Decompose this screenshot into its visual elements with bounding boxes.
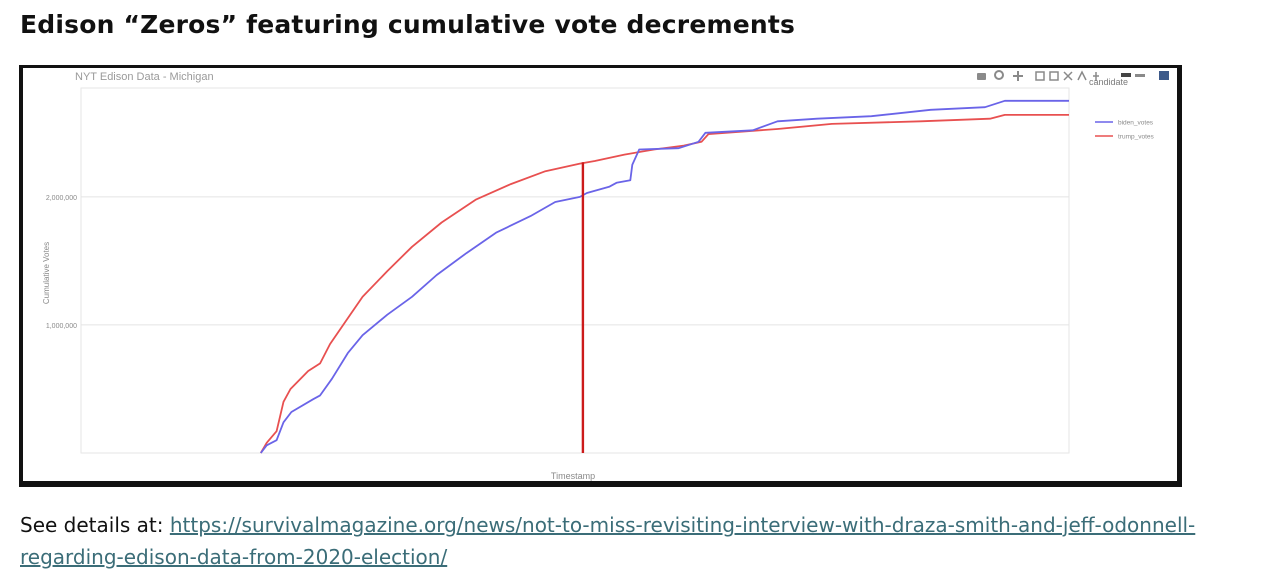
y-tick-layer: 1,000,000 2,000,000 xyxy=(46,195,77,330)
chart-screenshot-frame: NYT Edison Data - Michigan candidate 1,0… xyxy=(19,65,1182,487)
y-tick-label: 2,000,000 xyxy=(46,195,77,202)
series-layer xyxy=(260,99,1069,454)
pan-icon[interactable] xyxy=(1013,71,1023,81)
legend: biden_votes trump_votes xyxy=(1095,120,1155,141)
x-axis-label: Timestamp xyxy=(551,471,595,481)
zoom-out-icon[interactable] xyxy=(1049,71,1059,81)
chart-area: NYT Edison Data - Michigan candidate 1,0… xyxy=(23,68,1177,481)
footer-note: See details at: https://survivalmagazine… xyxy=(20,509,1270,573)
y-axis-label: Cumulative Votes xyxy=(42,242,51,304)
source-link[interactable]: https://survivalmagazine.org/news/not-to… xyxy=(20,513,1196,569)
hover-compare-icon[interactable] xyxy=(1135,74,1145,77)
footer-prefix: See details at: xyxy=(20,513,170,537)
chart-toolbar xyxy=(977,70,1169,81)
line-chart: NYT Edison Data - Michigan candidate 1,0… xyxy=(42,70,1169,481)
plot-border xyxy=(80,87,1070,454)
legend-label-trump_votes[interactable]: trump_votes xyxy=(1118,134,1155,141)
zoom-in-icon[interactable] xyxy=(1035,71,1045,81)
series-line-trump_votes xyxy=(260,114,1069,454)
reset-axes-icon[interactable] xyxy=(1077,70,1087,81)
grid-layer xyxy=(80,87,1070,454)
autoscale-icon[interactable] xyxy=(1063,71,1073,81)
series-line-biden_votes xyxy=(260,99,1069,454)
spike-lines-icon[interactable] xyxy=(1093,72,1099,81)
hover-closest-icon[interactable] xyxy=(1121,73,1131,77)
legend-label-biden_votes[interactable]: biden_votes xyxy=(1118,120,1154,127)
camera-icon[interactable] xyxy=(977,73,986,80)
plotly-logo-icon[interactable] xyxy=(1159,71,1169,80)
legend-title: candidate xyxy=(1089,77,1128,87)
y-tick-label: 1,000,000 xyxy=(46,323,77,330)
page-title: Edison “Zeros” featuring cumulative vote… xyxy=(20,10,796,39)
zoom-icon[interactable] xyxy=(994,70,1004,80)
chart-title: NYT Edison Data - Michigan xyxy=(75,71,214,83)
